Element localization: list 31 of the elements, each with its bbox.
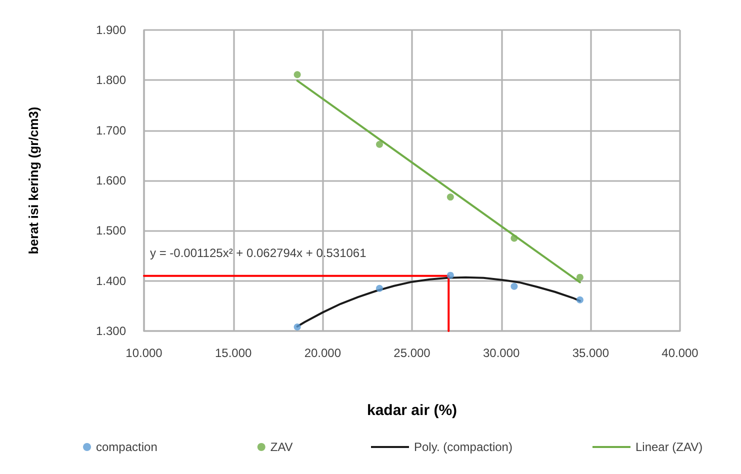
point: [576, 274, 584, 281]
point: [510, 234, 518, 242]
point: [376, 140, 383, 148]
x-tick-label: 35.000: [572, 346, 610, 360]
y-tick-label: 1.700: [96, 123, 126, 138]
x-tick-label: 30.000: [482, 346, 520, 360]
legend-label: Linear (ZAV): [635, 440, 703, 454]
point: [294, 323, 301, 330]
point: [576, 296, 584, 304]
point: [510, 282, 518, 290]
annotation: y = -0.001125x² + 0.062794x + 0.531061: [150, 246, 367, 260]
x-tick-label: 25.000: [394, 346, 431, 360]
y-tick-label: 1.400: [96, 274, 126, 288]
y-tick-label: 1.900: [96, 23, 126, 37]
point: [294, 71, 301, 78]
legend-label: compaction: [96, 440, 158, 454]
point: [446, 194, 454, 201]
legend-label: Poly. (compaction): [414, 440, 512, 454]
x-axis-title: kadar air (%): [366, 402, 458, 419]
y-tick-label: 1.300: [96, 324, 126, 338]
x-tick-label: 15.000: [214, 346, 252, 360]
y-tick-label: 1.800: [96, 73, 126, 88]
x-tick-label: 10.000: [126, 346, 163, 360]
y-tick-label: 1.500: [96, 224, 126, 238]
x-tick-label: 20.000: [304, 346, 342, 360]
x-tick-label: 40.000: [662, 346, 699, 360]
legend-label: ZAV: [270, 440, 293, 454]
y-tick-label: 1.600: [96, 174, 126, 188]
point: [446, 272, 454, 279]
point: [376, 284, 383, 292]
y-axis-title: berat isi kering (gr/cm3): [26, 106, 41, 254]
